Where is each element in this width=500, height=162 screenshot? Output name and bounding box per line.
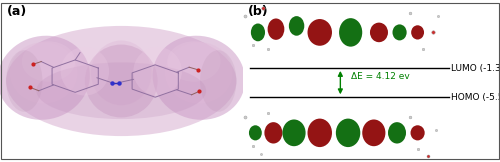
Text: (a): (a) [8, 5, 28, 18]
Ellipse shape [6, 26, 236, 136]
Ellipse shape [168, 41, 220, 82]
Ellipse shape [339, 18, 362, 47]
Ellipse shape [6, 50, 43, 112]
Ellipse shape [268, 18, 284, 40]
Text: LUMO (-1.373 ev): LUMO (-1.373 ev) [451, 64, 500, 73]
Ellipse shape [362, 120, 386, 146]
Ellipse shape [152, 36, 245, 120]
Ellipse shape [85, 45, 158, 117]
Ellipse shape [165, 42, 233, 104]
Ellipse shape [249, 125, 262, 140]
Ellipse shape [388, 122, 406, 144]
Ellipse shape [308, 19, 332, 46]
Ellipse shape [91, 40, 152, 105]
Ellipse shape [134, 47, 182, 96]
Text: (b): (b) [248, 5, 268, 18]
Ellipse shape [289, 16, 304, 36]
Ellipse shape [370, 23, 388, 42]
Ellipse shape [336, 119, 360, 147]
Ellipse shape [36, 62, 206, 119]
Ellipse shape [22, 41, 75, 82]
Ellipse shape [282, 120, 306, 146]
Ellipse shape [264, 122, 282, 144]
Text: ΔE = 4.12 ev: ΔE = 4.12 ev [350, 72, 410, 81]
Ellipse shape [392, 24, 406, 40]
Ellipse shape [410, 125, 424, 140]
Ellipse shape [0, 36, 90, 120]
Text: HOMO (-5.527 ev): HOMO (-5.527 ev) [451, 93, 500, 102]
Ellipse shape [251, 23, 265, 41]
Ellipse shape [411, 25, 424, 40]
Ellipse shape [308, 119, 332, 147]
Ellipse shape [60, 47, 109, 96]
Ellipse shape [200, 50, 236, 112]
Ellipse shape [10, 42, 78, 104]
